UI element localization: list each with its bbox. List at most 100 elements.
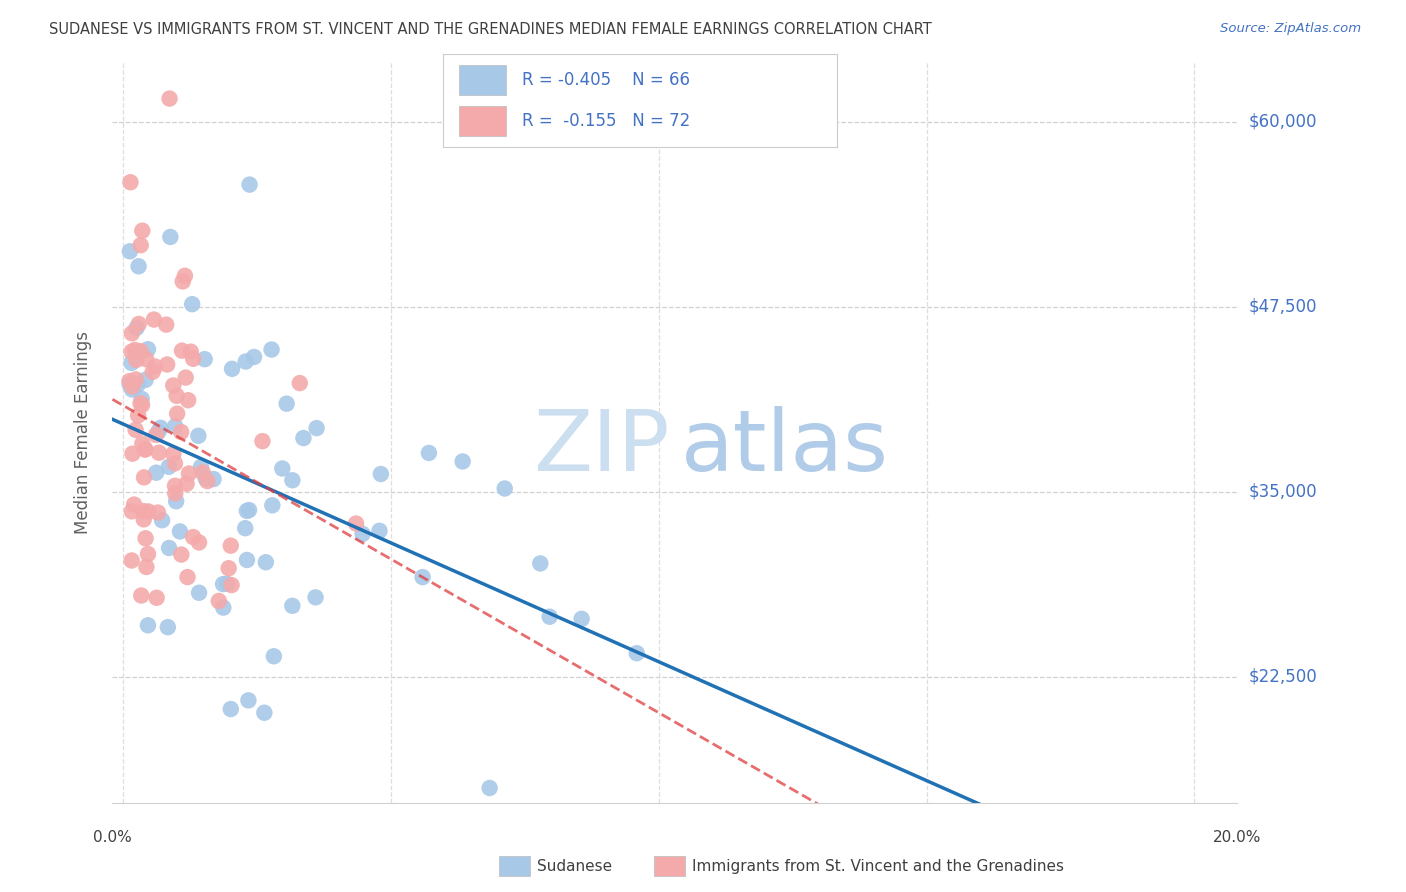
Point	[187, 429, 209, 443]
Point	[271, 461, 294, 475]
Point	[142, 312, 165, 326]
Text: $35,000: $35,000	[1249, 483, 1317, 500]
Point	[162, 378, 184, 392]
Point	[221, 361, 243, 376]
Point	[212, 600, 235, 615]
Point	[190, 459, 212, 474]
Point	[571, 612, 593, 626]
Point	[626, 646, 648, 660]
Point	[188, 535, 211, 549]
Point	[134, 442, 156, 457]
Point	[131, 224, 153, 238]
Text: $22,500: $22,500	[1249, 668, 1317, 686]
Point	[239, 178, 262, 192]
Point	[478, 780, 501, 795]
Point	[131, 436, 153, 450]
Point	[159, 230, 181, 244]
Point	[194, 352, 217, 367]
Point	[143, 359, 166, 374]
Point	[233, 521, 256, 535]
Point	[170, 425, 193, 439]
Point	[260, 343, 283, 357]
Point	[157, 541, 180, 555]
Point	[529, 557, 551, 571]
Point	[238, 503, 260, 517]
Point	[281, 599, 304, 613]
Point	[281, 473, 304, 487]
Point	[145, 466, 167, 480]
Point	[156, 620, 179, 634]
Point	[135, 531, 157, 545]
Point	[118, 374, 141, 388]
Point	[165, 419, 187, 434]
Point	[136, 342, 159, 356]
Point	[128, 260, 150, 274]
Point	[212, 577, 235, 591]
Point	[157, 459, 180, 474]
Point	[180, 344, 202, 359]
Point	[188, 586, 211, 600]
Point	[252, 434, 274, 449]
Point	[166, 407, 188, 421]
Point	[181, 530, 204, 544]
Point	[191, 466, 214, 480]
Point	[155, 318, 177, 332]
Text: Source: ZipAtlas.com: Source: ZipAtlas.com	[1220, 22, 1361, 36]
Point	[163, 456, 186, 470]
Point	[122, 498, 145, 512]
Point	[125, 321, 148, 335]
Point	[134, 442, 156, 457]
Point	[165, 486, 187, 500]
Point	[305, 421, 328, 435]
Point	[125, 372, 148, 386]
Point	[132, 504, 155, 518]
Point	[181, 351, 204, 366]
Point	[118, 244, 141, 259]
Point	[162, 447, 184, 461]
Point	[262, 499, 284, 513]
Point	[121, 447, 143, 461]
Point	[129, 238, 152, 252]
Point	[166, 389, 188, 403]
Point	[344, 516, 367, 531]
Point	[127, 377, 149, 392]
Point	[118, 377, 141, 392]
Point	[219, 539, 242, 553]
Point	[451, 454, 474, 468]
Point	[370, 467, 392, 481]
Point	[136, 618, 159, 632]
Point	[149, 421, 172, 435]
Text: $60,000: $60,000	[1249, 112, 1317, 130]
Point	[121, 356, 143, 370]
Point	[176, 476, 198, 491]
Point	[352, 527, 374, 541]
Point	[132, 512, 155, 526]
Point	[121, 553, 143, 567]
Point	[243, 350, 266, 364]
Point	[159, 91, 181, 105]
Point	[156, 358, 179, 372]
Point	[368, 524, 391, 538]
Point	[129, 396, 152, 410]
Point	[177, 467, 200, 481]
Point	[136, 504, 159, 518]
Point	[304, 591, 326, 605]
Point	[236, 553, 259, 567]
Point	[292, 431, 315, 445]
Point	[121, 379, 143, 393]
Point	[254, 555, 277, 569]
Point	[148, 425, 170, 439]
Text: Immigrants from St. Vincent and the Grenadines: Immigrants from St. Vincent and the Gren…	[692, 859, 1064, 873]
Point	[253, 706, 276, 720]
Point	[163, 479, 186, 493]
Text: ZIP: ZIP	[533, 406, 669, 489]
Point	[169, 524, 191, 539]
Point	[135, 352, 157, 367]
Point	[145, 591, 167, 605]
Point	[124, 343, 146, 357]
Y-axis label: Median Female Earnings: Median Female Earnings	[73, 331, 91, 534]
Point	[121, 504, 143, 518]
Point	[195, 474, 218, 488]
Point	[412, 570, 434, 584]
Point	[238, 693, 260, 707]
